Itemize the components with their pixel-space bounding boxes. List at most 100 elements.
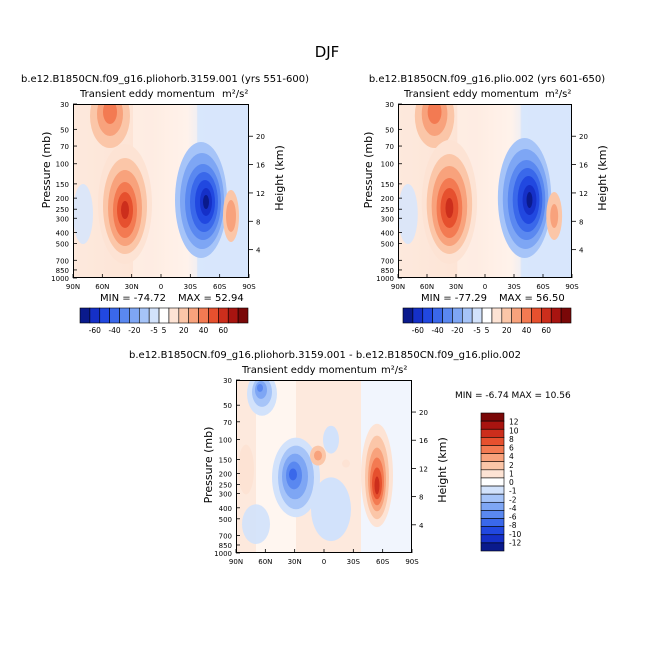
pressure-tick-label: 500 — [381, 241, 394, 249]
colorbar-label: 8 — [509, 435, 514, 444]
height-tick-label: 20 — [579, 133, 588, 141]
colorbar-label: -12 — [509, 538, 521, 547]
pressure-tick-label: 150 — [56, 181, 69, 189]
colorbar-swatch — [89, 307, 101, 324]
pressure-tick-label: 100 — [219, 436, 232, 444]
latitude-tick-label: 30S — [347, 558, 361, 566]
colorbar-label: -5 — [473, 326, 481, 335]
colorbar-label: 0 — [509, 478, 514, 487]
colorbar-swatch — [480, 437, 505, 446]
colorbar-swatch — [521, 307, 532, 324]
pressure-tick-label: 200 — [219, 471, 232, 479]
colorbar-swatch — [227, 307, 239, 324]
latitude-tick-label: 60S — [376, 558, 390, 566]
colorbar-swatch — [480, 420, 505, 430]
latitude-tick-label: 60N — [95, 283, 109, 291]
colorbar-label: -5 — [150, 326, 158, 335]
latitude-tick-label: 60S — [536, 283, 550, 291]
colorbar-swatch — [237, 307, 249, 324]
latitude-tick-label: 0 — [159, 283, 163, 291]
colorbar-swatch — [541, 307, 552, 324]
pressure-tick-label: 500 — [56, 241, 69, 249]
latitude-tick-label: 60N — [258, 558, 272, 566]
colorbar-swatch — [501, 307, 513, 324]
colorbar-swatch — [138, 307, 150, 324]
latitude-tick-label: 90N — [391, 283, 405, 291]
latitude-tick-label: 90S — [565, 283, 579, 291]
pressure-tick-label: 150 — [219, 456, 232, 464]
colorbar-label: 60 — [542, 326, 552, 335]
panel-3-units: m²/s² — [381, 365, 407, 376]
height-tick-label: 12 — [256, 190, 265, 198]
pressure-tick-label: 30 — [60, 101, 69, 109]
pressure-tick-label: 250 — [219, 482, 232, 490]
colorbar-label: 20 — [502, 326, 512, 335]
pressure-tick-label: 250 — [381, 206, 394, 214]
colorbar-swatch — [168, 307, 180, 324]
latitude-tick-label: 30N — [288, 558, 302, 566]
height-tick-label: 4 — [579, 247, 584, 255]
colorbar-swatch — [480, 493, 505, 503]
pressure-tick-label: 850 — [381, 267, 394, 275]
colorbar-swatch — [480, 501, 505, 511]
pressure-tick-label: 250 — [56, 206, 69, 214]
panel-2-units: m²/s² — [545, 89, 571, 100]
colorbar-swatch — [480, 526, 505, 536]
panel-1-y2label: Height (km) — [273, 145, 286, 211]
height-tick-label: 4 — [256, 247, 261, 255]
height-tick-label: 4 — [419, 522, 424, 530]
latitude-tick-label: 90N — [229, 558, 243, 566]
pressure-tick-label: 300 — [219, 491, 232, 499]
panel-3-ylabel: Pressure (mb) — [202, 427, 215, 504]
panel-3-minmax: MIN = -6.74 MAX = 10.56 — [455, 391, 571, 401]
latitude-tick-label: 90N — [66, 283, 80, 291]
pressure-tick-label: 50 — [385, 126, 394, 134]
colorbar-swatch — [422, 307, 433, 324]
colorbar-label: -40 — [108, 326, 120, 335]
panel-1-ylabel: Pressure (mb) — [40, 132, 53, 209]
colorbar-swatch — [480, 510, 505, 519]
latitude-tick-label: 30S — [507, 283, 521, 291]
colorbar-label: -20 — [451, 326, 463, 335]
colorbar-label: -4 — [509, 504, 517, 513]
colorbar-label: 60 — [219, 326, 229, 335]
colorbar-swatch — [402, 307, 414, 324]
colorbar-swatch — [129, 307, 140, 324]
pressure-tick-label: 100 — [381, 161, 394, 169]
colorbar-swatch — [218, 307, 229, 324]
pressure-tick-label: 30 — [385, 101, 394, 109]
pressure-tick-label: 1000 — [214, 550, 232, 558]
panel-2-contour-field — [398, 104, 572, 278]
colorbar-label: -40 — [431, 326, 443, 335]
pressure-tick-label: 100 — [56, 161, 69, 169]
colorbar-label: -6 — [509, 513, 517, 522]
colorbar-swatch — [471, 307, 483, 324]
pressure-tick-label: 400 — [381, 230, 394, 238]
colorbar-label: 40 — [522, 326, 532, 335]
colorbar-swatch — [442, 307, 453, 324]
panel-2-title: b.e12.B1850CN.f09_g16.plio.002 (yrs 601-… — [369, 74, 605, 85]
colorbar-label: 5 — [485, 326, 490, 335]
colorbar-swatch — [560, 307, 572, 324]
pressure-tick-label: 50 — [223, 402, 232, 410]
colorbar-label: -1 — [509, 487, 517, 496]
colorbar-swatch — [480, 485, 505, 495]
colorbar-swatch — [480, 412, 505, 422]
pressure-tick-label: 700 — [56, 257, 69, 265]
colorbar-label: 20 — [179, 326, 189, 335]
panel-1-units: m²/s² — [222, 89, 248, 100]
height-tick-label: 20 — [256, 133, 265, 141]
latitude-tick-label: 0 — [322, 558, 326, 566]
colorbar-label: 2 — [509, 461, 514, 470]
height-tick-label: 8 — [256, 218, 260, 226]
pressure-tick-label: 1000 — [376, 275, 394, 283]
colorbar-label: -20 — [128, 326, 140, 335]
colorbar-label: -60 — [412, 326, 424, 335]
latitude-tick-label: 30S — [184, 283, 198, 291]
height-tick-label: 16 — [419, 437, 428, 445]
colorbar-label: -8 — [509, 521, 517, 530]
colorbar-label: 40 — [199, 326, 209, 335]
panel-1-plot-area — [73, 104, 249, 278]
